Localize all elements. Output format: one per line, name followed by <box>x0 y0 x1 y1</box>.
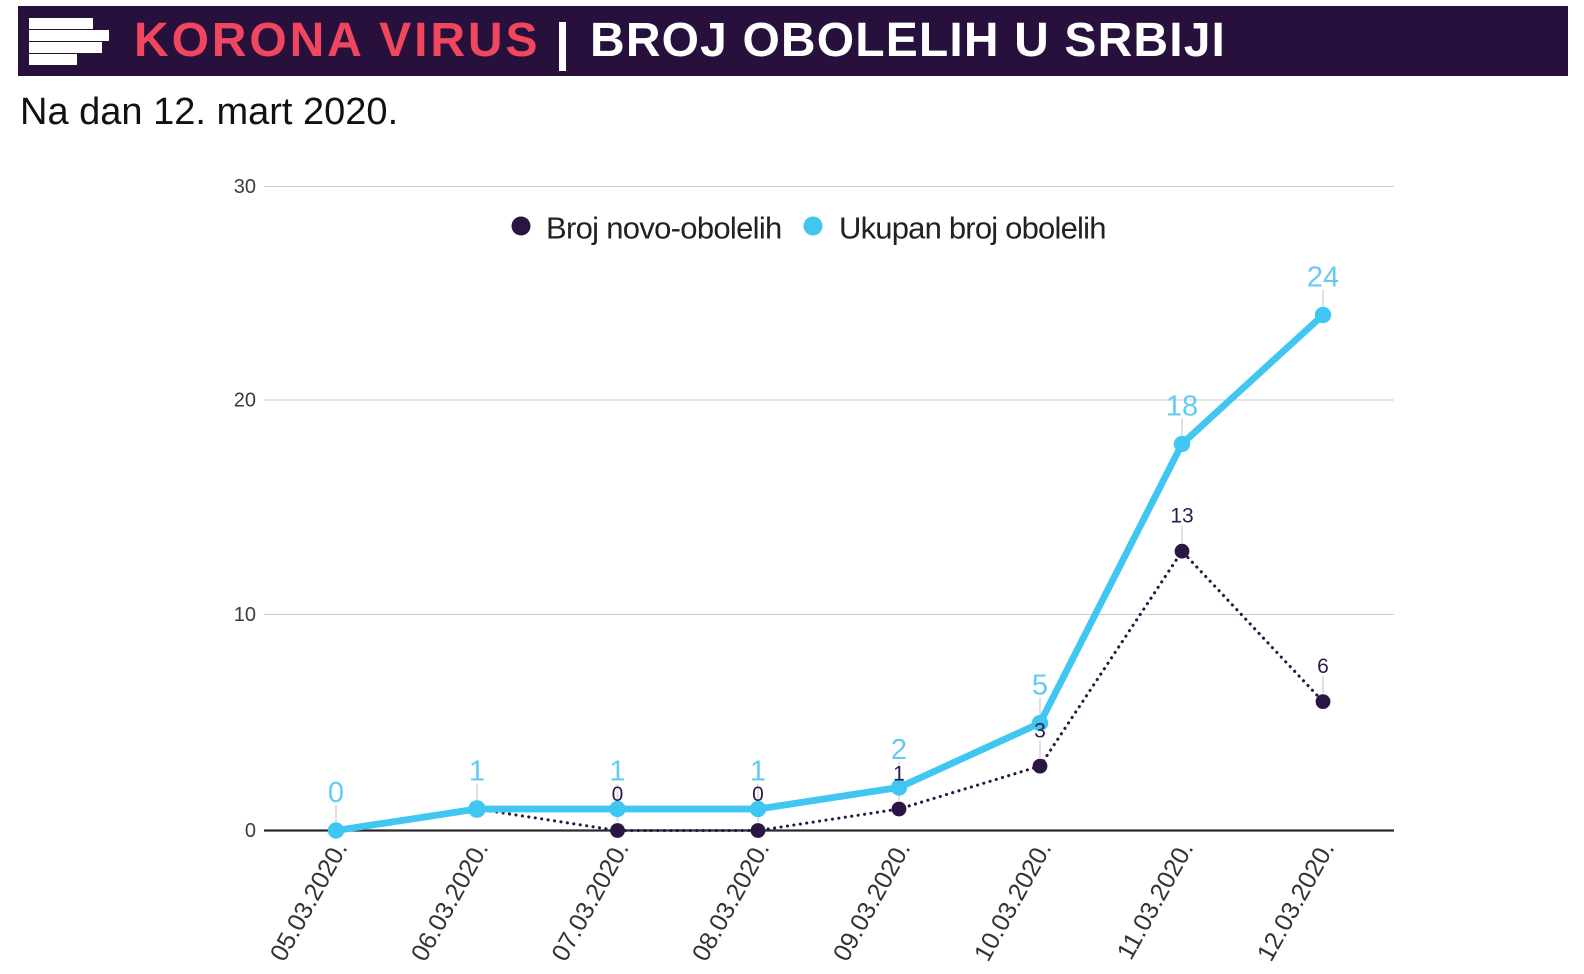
svg-text:5: 5 <box>1032 670 1048 702</box>
svg-text:6: 6 <box>1317 655 1329 678</box>
svg-text:0: 0 <box>612 783 624 806</box>
svg-text:11.03.2020.: 11.03.2020. <box>1112 837 1200 964</box>
svg-text:1: 1 <box>469 756 485 788</box>
svg-text:08.03.2020.: 08.03.2020. <box>687 837 776 966</box>
svg-text:0: 0 <box>245 820 256 842</box>
svg-text:12.03.2020.: 12.03.2020. <box>1252 837 1341 966</box>
svg-text:09.03.2020.: 09.03.2020. <box>828 837 917 966</box>
svg-text:24: 24 <box>1307 262 1339 294</box>
svg-text:1: 1 <box>750 756 766 788</box>
svg-text:0: 0 <box>752 783 764 806</box>
svg-text:0: 0 <box>328 777 344 809</box>
svg-text:1: 1 <box>609 756 625 788</box>
svg-text:18: 18 <box>1166 390 1198 422</box>
svg-text:10: 10 <box>234 604 256 626</box>
svg-text:30: 30 <box>234 176 256 198</box>
svg-text:2: 2 <box>891 734 907 766</box>
svg-text:3: 3 <box>1034 720 1046 743</box>
svg-text:20: 20 <box>234 390 256 412</box>
svg-text:Broj novo-obolelih: Broj novo-obolelih <box>546 211 782 246</box>
svg-text:10.03.2020.: 10.03.2020. <box>969 837 1058 966</box>
svg-text:1: 1 <box>893 763 905 786</box>
svg-text:07.03.2020.: 07.03.2020. <box>546 837 635 966</box>
svg-text:Ukupan broj obolelih: Ukupan broj obolelih <box>839 211 1106 246</box>
svg-text:13: 13 <box>1170 505 1193 528</box>
svg-text:05.03.2020.: 05.03.2020. <box>265 837 354 966</box>
svg-text:06.03.2020.: 06.03.2020. <box>406 837 495 966</box>
